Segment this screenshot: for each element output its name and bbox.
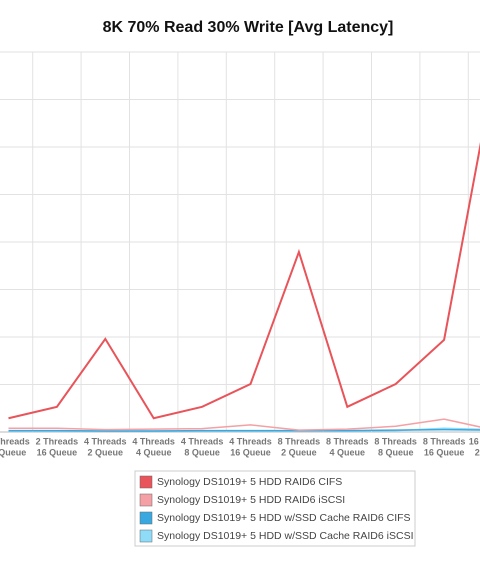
legend-swatch [139,511,153,525]
x-tick-label: 2 Queue [281,447,317,457]
x-tick-label: 8 Threads [326,436,369,446]
series-line [8,418,480,431]
x-tick-label: 8 Threads [423,436,466,446]
x-tick-label: 8 Threads [278,436,321,446]
x-tick-label: 2 Queue [475,447,480,457]
legend-swatch [139,529,153,543]
x-tick-label: 2 Threads [36,436,79,446]
chart-title: 8K 70% Read 30% Write [Avg Latency] [103,19,394,36]
x-tick-label: 8 Threads [374,436,417,446]
x-tick-label: 8 Queue [378,447,414,457]
x-tick-label: 4 Threads [229,436,272,446]
x-tick-label: 4 Threads [84,436,127,446]
legend-label: Synology DS1019+ 5 HDD w/SSD Cache RAID6… [157,512,411,524]
legend-box [134,470,416,547]
legend-swatch [139,493,153,507]
x-tick-label: 4 Queue [136,447,172,457]
x-tick-label: 16 Queue [424,447,465,457]
legend-swatch [139,475,153,489]
legend-label: Synology DS1019+ 5 HDD RAID6 iSCSI [157,494,345,506]
legend-label: Synology DS1019+ 5 HDD RAID6 CIFS [157,476,342,488]
x-tick-label: 16 Queue [37,447,78,457]
x-tick-label: 2 Queue [88,447,124,457]
series-line [8,142,480,420]
x-tick-label: 16 Queue [230,447,271,457]
legend-label: Synology DS1019+ 5 HDD w/SSD Cache RAID6… [157,530,414,542]
x-tick-label: 8 Queue [0,447,26,457]
x-tick-label: 4 Threads [132,436,175,446]
series-line [8,428,480,432]
x-tick-label: 2 Threads [0,436,30,446]
x-tick-label: 8 Queue [184,447,220,457]
x-tick-label: 4 Queue [330,447,366,457]
x-tick-label: 4 Threads [181,436,224,446]
x-tick-label: 16 Threads [469,436,480,446]
